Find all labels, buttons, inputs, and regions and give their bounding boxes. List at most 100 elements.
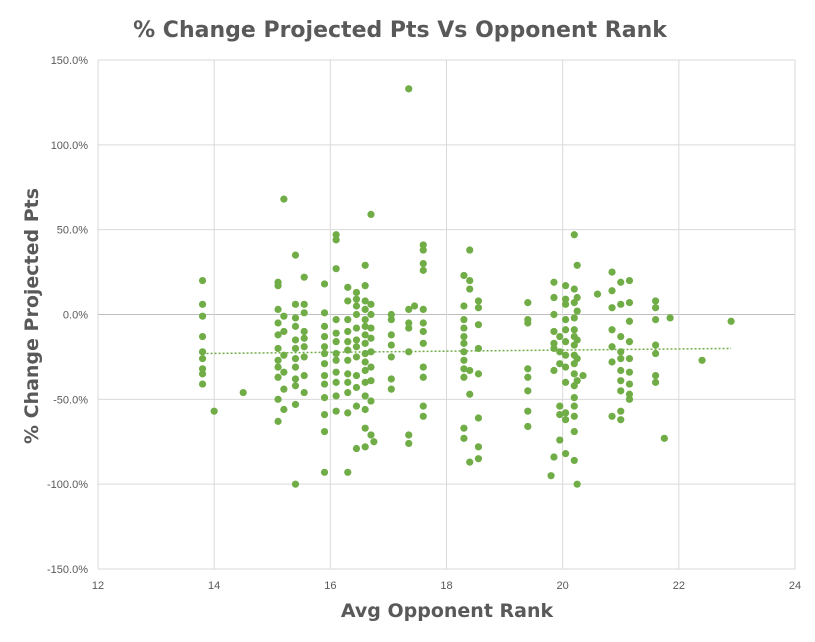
x-tick-label: 22 bbox=[673, 580, 685, 592]
data-point bbox=[352, 295, 361, 303]
data-point bbox=[291, 382, 300, 390]
data-point bbox=[617, 355, 625, 363]
chart-title: % Change Projected Pts Vs Opponent Rank bbox=[133, 18, 668, 43]
data-point bbox=[300, 353, 308, 361]
data-point bbox=[419, 373, 427, 381]
data-point bbox=[561, 378, 570, 386]
data-point bbox=[405, 348, 413, 356]
data-point bbox=[361, 297, 369, 305]
data-point bbox=[367, 334, 375, 342]
data-point bbox=[332, 236, 340, 244]
data-point bbox=[332, 368, 340, 376]
data-point bbox=[460, 332, 468, 341]
data-point bbox=[198, 332, 207, 341]
data-point bbox=[291, 363, 300, 371]
data-point bbox=[573, 261, 581, 269]
data-point bbox=[352, 444, 361, 453]
data-point bbox=[280, 312, 288, 320]
data-point bbox=[352, 383, 361, 392]
data-point bbox=[344, 370, 352, 378]
data-point bbox=[419, 241, 427, 249]
data-point bbox=[460, 365, 468, 373]
data-point bbox=[556, 332, 564, 341]
data-point bbox=[617, 407, 625, 415]
data-point bbox=[524, 422, 532, 431]
data-point bbox=[550, 278, 558, 286]
data-point bbox=[460, 356, 468, 364]
data-point bbox=[466, 246, 474, 254]
data-point bbox=[625, 390, 634, 398]
data-point bbox=[474, 370, 483, 378]
y-tick-label: -50.0% bbox=[53, 394, 88, 406]
data-point bbox=[344, 315, 352, 324]
data-point bbox=[198, 380, 207, 388]
data-point bbox=[352, 324, 361, 332]
data-point bbox=[550, 310, 558, 319]
data-point bbox=[608, 304, 616, 312]
data-point bbox=[332, 356, 340, 364]
data-point bbox=[550, 366, 558, 375]
data-point bbox=[652, 378, 660, 386]
data-point bbox=[300, 371, 308, 380]
data-point bbox=[617, 377, 625, 385]
data-point bbox=[320, 394, 329, 402]
y-tick-label: 100.0% bbox=[51, 140, 89, 152]
data-point bbox=[198, 370, 207, 378]
data-point bbox=[419, 327, 427, 336]
data-point bbox=[419, 319, 427, 327]
data-point bbox=[460, 339, 468, 347]
data-point bbox=[419, 363, 427, 371]
data-point bbox=[652, 304, 660, 312]
data-point bbox=[291, 480, 300, 488]
data-point bbox=[274, 373, 282, 381]
data-point bbox=[320, 309, 329, 317]
data-point bbox=[291, 375, 300, 383]
data-point bbox=[573, 480, 581, 488]
data-point bbox=[550, 339, 558, 347]
data-point bbox=[556, 436, 564, 444]
data-point bbox=[300, 343, 308, 351]
data-point bbox=[280, 351, 288, 359]
x-axis-label: Avg Opponent Rank bbox=[341, 600, 554, 622]
data-point bbox=[405, 319, 413, 327]
data-point bbox=[570, 370, 578, 378]
data-point bbox=[280, 405, 288, 414]
data-point bbox=[332, 231, 340, 239]
data-point bbox=[561, 409, 570, 417]
gridlines bbox=[97, 59, 796, 570]
data-point bbox=[332, 407, 340, 415]
data-point bbox=[320, 371, 329, 380]
data-point bbox=[291, 355, 300, 363]
data-point bbox=[561, 300, 570, 308]
data-point bbox=[617, 278, 625, 286]
data-point bbox=[573, 336, 581, 344]
data-point bbox=[352, 402, 361, 410]
data-point bbox=[660, 434, 668, 442]
data-point bbox=[332, 338, 340, 346]
data-points bbox=[198, 85, 735, 488]
data-point bbox=[344, 338, 352, 346]
data-point bbox=[474, 443, 483, 451]
data-point bbox=[625, 395, 634, 403]
data-point bbox=[280, 327, 288, 336]
data-point bbox=[570, 402, 578, 410]
data-point bbox=[419, 266, 427, 274]
data-point bbox=[556, 402, 564, 410]
data-point bbox=[460, 424, 468, 432]
data-point bbox=[387, 310, 395, 319]
data-point bbox=[367, 300, 375, 308]
data-point bbox=[617, 366, 625, 375]
data-point bbox=[361, 339, 369, 347]
data-point bbox=[652, 341, 660, 349]
y-tick-label: 0.0% bbox=[63, 310, 88, 322]
data-point bbox=[291, 336, 300, 344]
data-point bbox=[361, 366, 369, 375]
data-point bbox=[466, 276, 474, 285]
data-point bbox=[474, 297, 483, 305]
data-point bbox=[300, 309, 308, 317]
data-point bbox=[361, 282, 369, 290]
data-point bbox=[367, 363, 375, 371]
data-point bbox=[474, 455, 483, 463]
x-tick-label: 18 bbox=[440, 580, 452, 592]
data-point bbox=[300, 334, 308, 342]
